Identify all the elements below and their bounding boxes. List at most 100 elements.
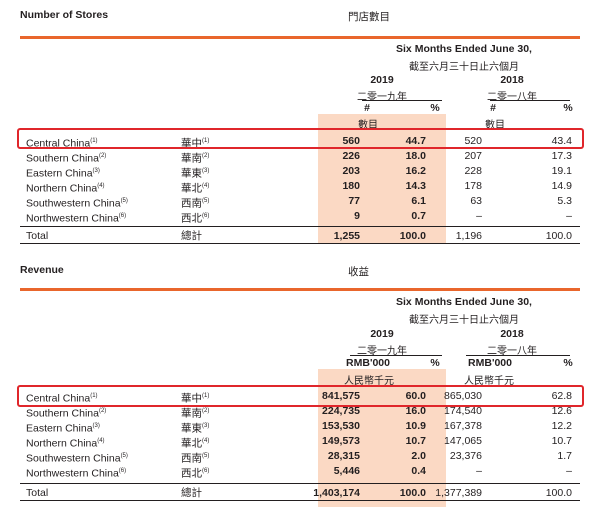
region-label-cn: 華南(2) [181, 149, 209, 167]
pct-2019: 14.3 [405, 180, 426, 192]
region-label-en-footnote: (2) [98, 408, 107, 414]
region-label-en-footnote: (1) [90, 138, 98, 144]
value-2018: 63 [470, 195, 482, 207]
pct-2018: 12.6 [551, 405, 572, 417]
pct-2018: 62.8 [551, 390, 572, 402]
region-label-en-text: Southern China [26, 407, 99, 420]
stores-total-row: Total 總計 1,255 100.0 1,196 100.0 [20, 229, 580, 244]
revenue-period-cn: 截至六月三十日止六個月 [409, 315, 519, 326]
revenue-pct-2018: % [563, 357, 573, 369]
revenue-table-row: Eastern China(3) 華東(3) 153,530 10.9 167,378 1… [20, 419, 580, 437]
region-label-cn: 西南(5) [181, 194, 209, 212]
region-label-en: Northwestern China(6) [26, 464, 126, 482]
revenue-section-title-cn: 收益 [348, 266, 369, 278]
revenue-table-row: Northwestern China(6) 西北(6) 5,446 0.4– – [20, 464, 580, 482]
pct-2019: 6.1 [411, 195, 426, 207]
pct-2019: 18.0 [405, 150, 426, 162]
revenue-table-row: Northern China(4) 華北(4) 149,573 10.7 147,065… [20, 434, 580, 452]
region-label-cn-footnote: (2) [202, 153, 210, 159]
region-label-en: Southwestern China(5) [26, 194, 128, 212]
pct-2018: – [566, 210, 572, 222]
region-label-cn: 華北(4) [181, 434, 209, 452]
stores-section-title-cn: 門店數目 [348, 11, 390, 23]
region-label-cn-text: 西北 [181, 467, 202, 480]
value-2019: 149,573 [322, 435, 360, 447]
total-label-en: Total [26, 487, 49, 499]
value-2019: 5,446 [333, 465, 360, 477]
region-label-cn-text: 華中 [181, 137, 202, 150]
value-2018: – [476, 465, 482, 477]
pct-2019: 44.7 [405, 135, 426, 147]
revenue-bottom-rule [20, 500, 580, 501]
region-label-en: Central China(1) [26, 389, 98, 407]
stores-pct-2018: % [563, 102, 573, 114]
revenue-year-2019: 2019 [370, 328, 394, 340]
value-2019: 224,735 [322, 405, 360, 417]
region-label-cn-text: 華東 [181, 167, 202, 180]
total-pct-2018: 100.0 [545, 487, 572, 499]
pct-2019: 0.7 [411, 210, 426, 222]
total-value-2018: 1,196 [455, 230, 482, 242]
revenue-unit-2018-cn: 人民幣千元 [464, 376, 514, 387]
region-label-cn: 華北(4) [181, 179, 209, 197]
value-2018: 865,030 [444, 390, 482, 402]
value-2018: 178 [464, 180, 482, 192]
stores-unit-2018-cn: 數目 [485, 120, 505, 131]
value-2018: 23,376 [449, 450, 482, 462]
total-value-2019: 1,403,174 [313, 487, 360, 499]
region-label-cn-text: 華北 [181, 437, 202, 450]
region-label-cn-footnote: (1) [202, 393, 210, 399]
pct-2018: 5.3 [557, 195, 572, 207]
revenue-pct-2019: % [430, 357, 440, 369]
region-label-cn-footnote: (2) [202, 408, 210, 414]
pct-2018: 14.9 [551, 180, 572, 192]
value-2018: 147,065 [444, 435, 482, 447]
pct-2019: 10.9 [405, 420, 426, 432]
region-label-cn-text: 西南 [181, 197, 202, 210]
region-label-cn: 華東(3) [181, 164, 209, 182]
revenue-2019-shade [318, 369, 446, 507]
stores-unit-2018: # [490, 102, 496, 114]
revenue-section-title: Revenue [20, 264, 64, 276]
stores-central-china-highlight [17, 128, 584, 149]
region-label-cn-footnote: (6) [202, 468, 210, 474]
pct-2019: 60.0 [405, 390, 426, 402]
revenue-period-en: Six Months Ended June 30, [396, 296, 532, 308]
stores-table-row: Northwestern China(6) 西北(6) 9 0.7– – [20, 209, 580, 227]
region-label-en: Northwestern China(6) [26, 209, 126, 227]
revenue-table-row: Central China(1) 華中(1) 841,575 60.0 865,030 6… [20, 389, 580, 407]
region-label-cn-footnote: (6) [202, 213, 210, 219]
value-2019: 77 [348, 195, 360, 207]
stores-year-2018-cn: 二零一八年 [487, 92, 537, 103]
region-label-en-text: Eastern China [26, 422, 93, 435]
region-label-cn-footnote: (4) [202, 183, 210, 189]
value-2019: 9 [354, 210, 360, 222]
region-label-cn-footnote: (3) [202, 168, 210, 174]
value-2018: 174,540 [444, 405, 482, 417]
region-label-en-text: Northwestern China [26, 467, 119, 480]
region-label-en-text: Northwestern China [26, 212, 119, 225]
value-2019: 203 [342, 165, 360, 177]
pct-2018: 19.1 [551, 165, 572, 177]
region-label-en-text: Central China [26, 392, 91, 405]
region-label-en-footnote: (2) [98, 153, 107, 159]
pct-2018: 1.7 [557, 450, 572, 462]
region-label-en-footnote: (6) [118, 468, 127, 474]
region-label-en-text: Central China [26, 137, 91, 150]
region-label-en-text: Southwestern China [26, 452, 121, 465]
revenue-unit-2018: RMB'000 [468, 357, 512, 369]
region-label-en-footnote: (3) [92, 423, 100, 429]
pct-2019: 16.2 [405, 165, 426, 177]
region-label-cn: 華東(3) [181, 419, 209, 437]
total-label-cn: 總計 [181, 487, 202, 499]
stores-unit-2019: # [364, 102, 370, 114]
region-label-cn: 華南(2) [181, 404, 209, 422]
stores-table-row: Central China(1) 華中(1) 560 44.7 520 43.4 [20, 134, 580, 150]
region-label-en: Southern China(2) [26, 404, 106, 422]
stores-bottom-rule [20, 243, 580, 244]
region-label-cn-text: 華南 [181, 152, 202, 165]
stores-total-rule [20, 226, 580, 227]
revenue-total-rule [20, 483, 580, 484]
region-label-cn-text: 華北 [181, 182, 202, 195]
total-value-2018: 1,377,389 [435, 487, 482, 499]
